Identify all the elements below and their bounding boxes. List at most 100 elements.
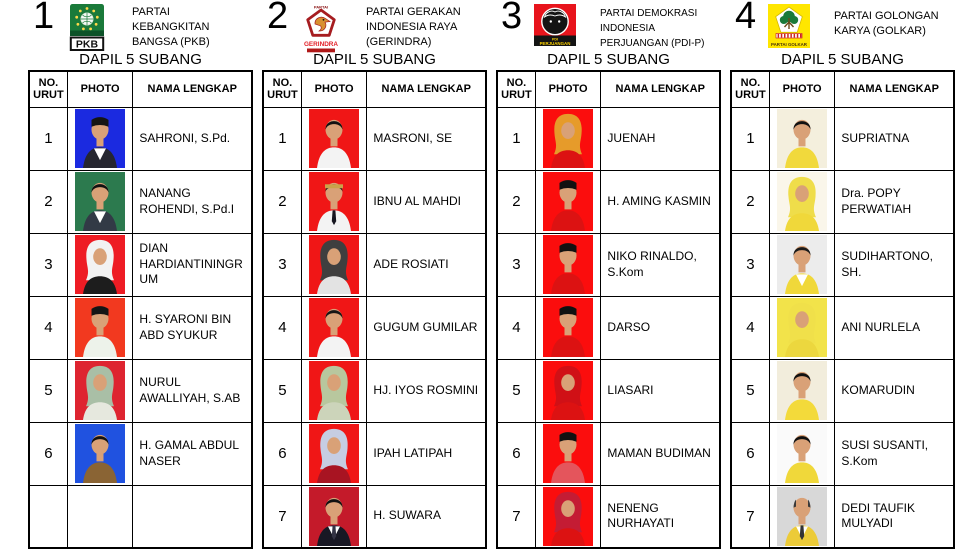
- table-row: 4 GUGUM GUMILAR: [262, 295, 487, 360]
- candidate-photo: [543, 486, 594, 546]
- photo-cell: [66, 232, 134, 297]
- candidate-photo: [777, 235, 828, 294]
- dapil-label: DAPIL 5 SUBANG: [547, 51, 670, 68]
- party-number: 3: [501, 0, 523, 37]
- candidates-table: NO. URUT PHOTO NAMA LENGKAP 1 MASRONI, SE 2 IB…: [262, 70, 487, 549]
- table-row: 5 NURUL AWALLIYAH, S.AB: [28, 358, 253, 423]
- candidate-photo: [777, 424, 828, 483]
- table-header-row: NO. URUT PHOTO NAMA LENGKAP: [496, 70, 721, 108]
- candidate-name-cell: H. GAMAL ABDUL NASER: [132, 421, 253, 486]
- dapil-label: DAPIL 5 SUBANG: [313, 51, 436, 68]
- candidate-name-cell: SUDIHARTONO, SH.: [834, 232, 955, 297]
- party-name: PARTAI GERAKAN INDONESIA RAYA (GERINDRA): [366, 6, 461, 49]
- candidate-name-cell: DIAN HARDIANTININGRUM: [132, 232, 253, 297]
- photo-cell: [300, 106, 368, 171]
- party-section-pdip: 3 PDI PERJUANGAN PARTAI DEMOKRASI INDONES…: [496, 0, 721, 549]
- table-row: 6 H. GAMAL ABDUL NASER: [28, 421, 253, 486]
- candidate-name-cell: H. AMING KASMIN: [600, 169, 721, 234]
- candidate-name-cell: SUSI SUSANTI, S.Kom: [834, 421, 955, 486]
- party-section-golkar: 4 PARTAI GOLKAR PARTAI GOLONGAN KARYA (GO…: [730, 0, 955, 549]
- photo-cell: [66, 484, 134, 549]
- photo-cell: [300, 358, 368, 423]
- table-row: 5 KOMARUDIN: [730, 358, 955, 423]
- no-urut-cell: 2: [496, 169, 536, 234]
- candidate-name-cell: NANANG ROHENDI, S.Pd.I: [132, 169, 253, 234]
- photo-cell: [768, 295, 836, 360]
- candidate-photo: [75, 298, 126, 357]
- candidate-name-cell: JUENAH: [600, 106, 721, 171]
- table-row: [28, 484, 253, 549]
- table-header-row: NO. URUT PHOTO NAMA LENGKAP: [28, 70, 253, 108]
- candidate-photo: [543, 172, 594, 231]
- no-urut-cell: 5: [28, 358, 68, 423]
- photo-cell: [534, 232, 602, 297]
- svg-text:PARTAI GOLKAR: PARTAI GOLKAR: [771, 42, 808, 47]
- pkb-party-logo-icon: PKB: [66, 4, 108, 54]
- candidate-photo: [777, 486, 828, 546]
- candidate-photo: [777, 109, 828, 168]
- table-row: 4 H. SYARONI BIN ABD SYUKUR: [28, 295, 253, 360]
- no-urut-cell: 2: [28, 169, 68, 234]
- table-row: 6 SUSI SUSANTI, S.Kom: [730, 421, 955, 486]
- candidate-name-cell: IBNU AL MAHDI: [366, 169, 487, 234]
- candidates-table: NO. URUT PHOTO NAMA LENGKAP 1 SUPRIATNA 2 Dra.…: [730, 70, 955, 549]
- photo-cell: [300, 421, 368, 486]
- svg-text:PDI: PDI: [552, 38, 558, 42]
- candidate-photo: [543, 109, 594, 168]
- photo-cell: [768, 232, 836, 297]
- no-urut-cell: 6: [262, 421, 302, 486]
- table-row: 1 SAHRONI, S.Pd.: [28, 106, 253, 171]
- no-urut-cell: 5: [496, 358, 536, 423]
- photo-cell: [534, 358, 602, 423]
- candidate-photo: [75, 361, 126, 420]
- no-urut-cell: 3: [496, 232, 536, 297]
- table-row: 7 NENENG NURHAYATI: [496, 484, 721, 549]
- no-urut-cell: 2: [730, 169, 770, 234]
- table-row: 3 DIAN HARDIANTININGRUM: [28, 232, 253, 297]
- column-header: NAMA LENGKAP: [834, 70, 955, 108]
- svg-text:GERINDRA: GERINDRA: [304, 41, 338, 48]
- no-urut-cell: 1: [730, 106, 770, 171]
- photo-cell: [66, 295, 134, 360]
- column-header: NO. URUT: [262, 70, 302, 108]
- party-section-pkb: 1 PKB PARTAI KEBANGKITAN BANGSA (PKB) DAPI…: [28, 0, 253, 549]
- no-urut-cell: 1: [496, 106, 536, 171]
- no-urut-cell: 4: [730, 295, 770, 360]
- table-row: 5 HJ. IYOS ROSMINI: [262, 358, 487, 423]
- candidate-photo: [309, 172, 360, 231]
- candidate-name-cell: KOMARUDIN: [834, 358, 955, 423]
- column-header: NAMA LENGKAP: [132, 70, 253, 108]
- party-header: 3 PDI PERJUANGAN PARTAI DEMOKRASI INDONES…: [496, 0, 721, 70]
- candidate-name-cell: NIKO RINALDO, S.Kom: [600, 232, 721, 297]
- candidate-name-cell: SUPRIATNA: [834, 106, 955, 171]
- candidate-photo: [309, 486, 360, 546]
- column-header: PHOTO: [534, 70, 602, 108]
- no-urut-cell: 6: [730, 421, 770, 486]
- table-row: 4 DARSO: [496, 295, 721, 360]
- table-row: 7 H. SUWARA: [262, 484, 487, 549]
- no-urut-cell: 1: [28, 106, 68, 171]
- candidate-name-cell: MASRONI, SE: [366, 106, 487, 171]
- party-name: PARTAI KEBANGKITAN BANGSA (PKB): [132, 6, 210, 49]
- no-urut-cell: 6: [496, 421, 536, 486]
- photo-cell: [534, 169, 602, 234]
- photo-cell: [300, 484, 368, 549]
- candidate-photo: [309, 109, 360, 168]
- candidate-name-cell: DEDI TAUFIK MULYADI: [834, 484, 955, 549]
- candidate-photo: [75, 235, 126, 294]
- candidate-photo: [75, 109, 126, 168]
- photo-cell: [768, 484, 836, 549]
- no-urut-cell: 5: [730, 358, 770, 423]
- candidate-name-cell: GUGUM GUMILAR: [366, 295, 487, 360]
- photo-cell: [66, 106, 134, 171]
- candidate-photo: [543, 235, 594, 294]
- candidate-photo: [543, 424, 594, 483]
- table-row: 1 JUENAH: [496, 106, 721, 171]
- table-row: 1 SUPRIATNA: [730, 106, 955, 171]
- dapil-label: DAPIL 5 SUBANG: [781, 51, 904, 68]
- photo-cell: [300, 169, 368, 234]
- golkar-party-logo-icon: PARTAI GOLKAR: [768, 4, 810, 54]
- table-row: 3 SUDIHARTONO, SH.: [730, 232, 955, 297]
- candidates-table: NO. URUT PHOTO NAMA LENGKAP 1 JUENAH 2 H. AMIN…: [496, 70, 721, 549]
- dapil-label: DAPIL 5 SUBANG: [79, 51, 202, 68]
